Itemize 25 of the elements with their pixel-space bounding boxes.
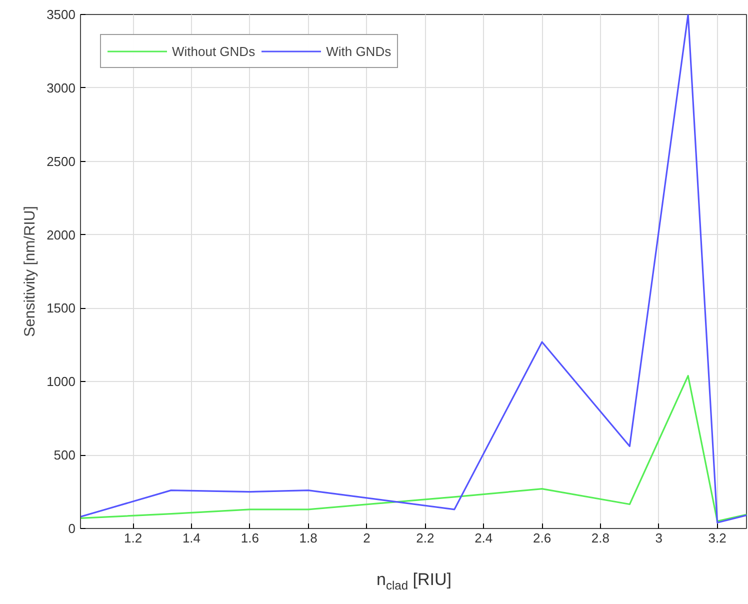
y-tick-label: 500 xyxy=(54,448,76,463)
x-tick-label: 1.2 xyxy=(124,530,142,546)
x-tick-label: 2.4 xyxy=(474,530,493,546)
y-tick-label: 1500 xyxy=(46,300,76,316)
y-tick-label: 1000 xyxy=(46,374,76,390)
line-series xyxy=(80,14,746,524)
x-tick-label: 1.8 xyxy=(299,530,318,546)
y-axis-title: Sensitivity [nm/RIU] xyxy=(22,206,39,337)
legend-label: Without GNDs xyxy=(172,44,256,58)
line-series xyxy=(80,374,746,522)
y-tick-label: 3000 xyxy=(46,80,76,96)
x-tick-label: 2 xyxy=(363,530,370,546)
x-tick-label: 2.6 xyxy=(532,530,552,546)
x-tick-label: 3.2 xyxy=(708,530,726,546)
x-tick-label: 2.2 xyxy=(416,530,434,546)
x-tick-label: 1.4 xyxy=(182,530,201,546)
x-tick-label: 1.6 xyxy=(240,530,259,546)
y-tick-label: 0 xyxy=(68,521,76,536)
x-tick-label: 2.8 xyxy=(591,530,610,546)
y-tick-label: 3500 xyxy=(46,7,76,22)
legend-label: With GNDs xyxy=(326,44,392,58)
y-tick-label: 2500 xyxy=(46,154,76,169)
x-axis-title: n$_{clad}$ [RIU] xyxy=(376,569,452,594)
y-tick-label: 2000 xyxy=(46,227,76,242)
x-tick-label: 3 xyxy=(655,530,662,546)
